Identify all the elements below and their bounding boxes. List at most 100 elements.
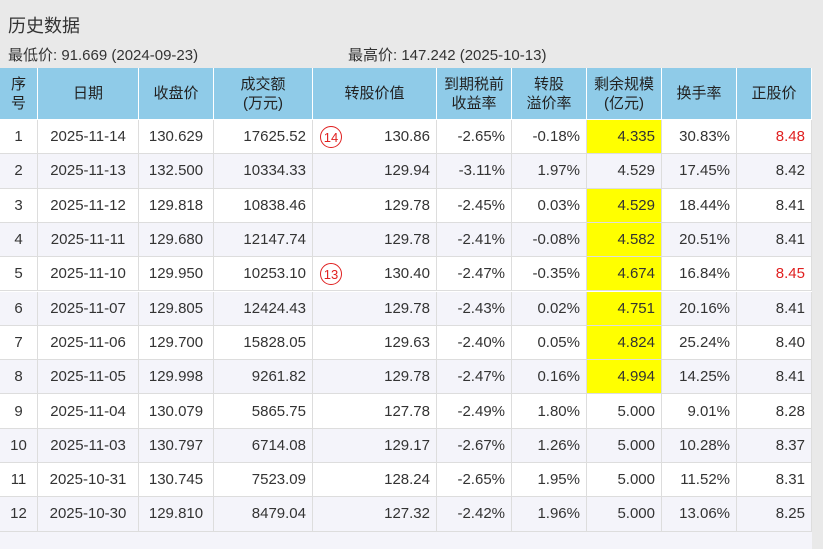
table-cell: -2.67% — [437, 428, 512, 463]
table-cell: 130.079 — [139, 394, 214, 429]
table-cell: 129.810 — [139, 497, 214, 532]
table-cell: 8.42 — [737, 154, 812, 189]
column-header: 序 号 — [0, 68, 38, 120]
table-cell: 4.674 — [587, 257, 662, 292]
table-cell: 6714.08 — [214, 428, 313, 463]
table-cell: 4.529 — [587, 188, 662, 223]
table-cell: 129.680 — [139, 222, 214, 258]
table-cell: 0.02% — [512, 291, 587, 326]
table-cell: 8.45 — [737, 257, 812, 292]
table-cell: 7 — [0, 325, 38, 361]
table-cell: -2.45% — [437, 188, 512, 223]
table-cell: 8479.04 — [214, 497, 313, 532]
table-cell: 2025-11-07 — [38, 291, 139, 326]
table-cell: 0.03% — [512, 188, 587, 223]
table-cell: 2025-11-04 — [38, 394, 139, 429]
column-header: 剩余规模 (亿元) — [587, 68, 662, 120]
table-cell: -2.42% — [437, 497, 512, 532]
table-cell: 1.80% — [512, 394, 587, 429]
table-cell: 129.78 — [313, 291, 437, 326]
table-cell: 129.805 — [139, 291, 214, 326]
table-cell: -2.49% — [437, 394, 512, 429]
table-cell: 4.335 — [587, 120, 662, 155]
table-cell: 1.96% — [512, 497, 587, 532]
table-cell: 8.37 — [737, 428, 812, 463]
table-cell: 130.629 — [139, 120, 214, 155]
table-cell: 20.51% — [662, 222, 737, 258]
table-cell: 127.78 — [313, 394, 437, 429]
table-cell: 2025-11-05 — [38, 360, 139, 395]
table-cell: 2025-11-11 — [38, 222, 139, 258]
table-cell: 14.25% — [662, 360, 737, 395]
table-cell: 4 — [0, 222, 38, 258]
table-cell: 9.01% — [662, 394, 737, 429]
table-cell: 4.529 — [587, 154, 662, 189]
table-cell: -2.41% — [437, 222, 512, 258]
table-cell: 130.797 — [139, 428, 214, 463]
table-cell: 129.998 — [139, 360, 214, 395]
table-cell: 13.06% — [662, 497, 737, 532]
column-header: 正股价 — [737, 68, 812, 120]
table-cell: -0.35% — [512, 257, 587, 292]
table-cell: 129.63 — [313, 325, 437, 361]
table-cell: 1.26% — [512, 428, 587, 463]
table-cell: 16.84% — [662, 257, 737, 292]
table-cell: 0.05% — [512, 325, 587, 361]
table-cell: -2.65% — [437, 463, 512, 498]
table-cell: 9 — [0, 394, 38, 429]
column-header: 日期 — [38, 68, 139, 120]
table-cell: 1 — [0, 120, 38, 155]
table-cell: 5865.75 — [214, 394, 313, 429]
table-cell: 8.41 — [737, 222, 812, 258]
table-cell: 2 — [0, 154, 38, 189]
badge: 13 — [320, 263, 342, 286]
table-cell: 5.000 — [587, 428, 662, 463]
table-cell: 129.94 — [313, 154, 437, 189]
table-cell: 7523.09 — [214, 463, 313, 498]
table-cell: 8.25 — [737, 497, 812, 532]
side-gutter — [812, 68, 823, 549]
table-cell: 12424.43 — [214, 291, 313, 326]
table-cell: 8.41 — [737, 188, 812, 223]
table-cell: 2025-11-13 — [38, 154, 139, 189]
table-cell: 129.78 — [313, 188, 437, 223]
table-cell: 5.000 — [587, 497, 662, 532]
column-header: 转股 溢价率 — [512, 68, 587, 120]
table-cell: 129.818 — [139, 188, 214, 223]
table-cell: 8.31 — [737, 463, 812, 498]
table-cell: 5 — [0, 257, 38, 292]
badge: 14 — [320, 126, 342, 148]
table-cell: 17625.52 — [214, 120, 313, 155]
table-cell: 30.83% — [662, 120, 737, 155]
table-cell: -2.43% — [437, 291, 512, 326]
table-cell: 10334.33 — [214, 154, 313, 189]
table-cell: 12147.74 — [214, 222, 313, 258]
table-cell: 18.44% — [662, 188, 737, 223]
table-cell: 8.40 — [737, 325, 812, 361]
table-cell: 2025-11-10 — [38, 257, 139, 292]
table-cell: 129.78 — [313, 222, 437, 258]
table-cell: 4.824 — [587, 325, 662, 361]
table-cell: 127.32 — [313, 497, 437, 532]
table-cell: 11 — [0, 463, 38, 498]
table-cell: 5.000 — [587, 463, 662, 498]
table-cell: 10.28% — [662, 428, 737, 463]
high-price: 最高价: 147.242 (2025-10-13) — [348, 47, 547, 64]
title-bar: 历史数据 最低价: 91.669 (2024-09-23) 最高价: 147.2… — [0, 0, 823, 68]
table-cell: 17.45% — [662, 154, 737, 189]
row-strip — [0, 531, 812, 549]
table-cell: 4.751 — [587, 291, 662, 326]
table-cell: 130.745 — [139, 463, 214, 498]
table-cell: 129.17 — [313, 428, 437, 463]
table-cell: 4.994 — [587, 360, 662, 395]
column-header: 换手率 — [662, 68, 737, 120]
title: 历史数据 — [8, 16, 80, 36]
table-cell: -0.08% — [512, 222, 587, 258]
table-cell: 2025-11-06 — [38, 325, 139, 361]
table-cell: 8.48 — [737, 120, 812, 155]
table-cell: 10 — [0, 428, 38, 463]
table-cell: -2.40% — [437, 325, 512, 361]
table-cell: 0.16% — [512, 360, 587, 395]
table-cell: 11.52% — [662, 463, 737, 498]
